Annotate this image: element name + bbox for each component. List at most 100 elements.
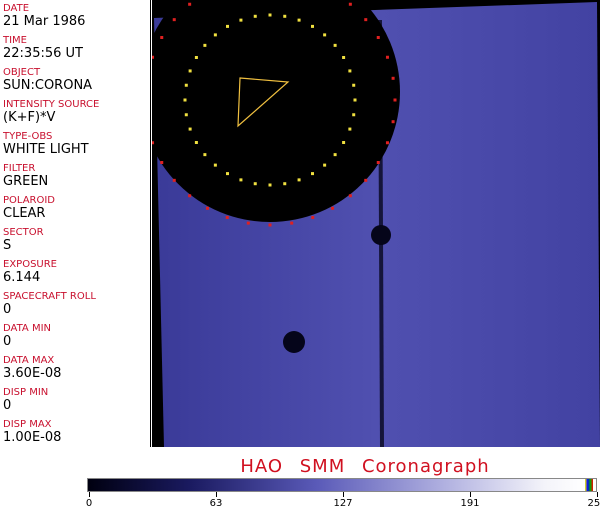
grid-dot xyxy=(160,36,164,39)
grid-dot xyxy=(333,153,337,157)
grid-dot xyxy=(311,215,315,219)
grid-dot xyxy=(376,161,380,164)
field-object: OBJECT SUN:CORONA xyxy=(0,64,150,96)
grid-dot xyxy=(172,178,176,182)
grid-dot xyxy=(283,14,287,18)
grid-dot xyxy=(152,141,155,145)
grid-dot xyxy=(376,36,380,39)
field-label: TIME xyxy=(3,35,28,46)
field-type-obs: TYPE-OBS WHITE LIGHT xyxy=(0,128,150,160)
grid-dot xyxy=(188,127,192,131)
grid-dot xyxy=(253,182,257,186)
colorbar-tick-label: 255 xyxy=(587,498,600,509)
field-disp-min: DISP MIN 0 xyxy=(0,384,150,416)
grid-dot xyxy=(184,83,188,87)
grid-dot xyxy=(391,76,395,80)
field-label: EXPOSURE xyxy=(3,259,58,270)
grid-dot xyxy=(194,56,198,59)
grid-dot xyxy=(311,24,314,28)
field-label: DATE xyxy=(3,3,30,14)
field-value: WHITE LIGHT xyxy=(3,142,89,157)
grid-dot xyxy=(160,161,164,164)
field-data-max: DATA MAX 3.60E-08 xyxy=(0,352,150,384)
field-value: 21 Mar 1986 xyxy=(3,14,86,29)
colorbar-tick-label: 0 xyxy=(85,498,93,509)
field-value: 0 xyxy=(3,334,12,349)
field-value: 0 xyxy=(3,398,12,413)
grid-dot xyxy=(364,18,368,22)
field-time: TIME 22:35:56 UT xyxy=(0,32,150,64)
field-value: 3.60E-08 xyxy=(3,366,62,381)
dust-spot xyxy=(283,331,305,353)
field-value: 22:35:56 UT xyxy=(3,46,83,61)
field-filter: FILTER GREEN xyxy=(0,160,150,192)
field-label: FILTER xyxy=(3,163,36,174)
field-label: POLAROID xyxy=(3,195,56,206)
field-value: 1.00E-08 xyxy=(3,430,62,445)
grid-dot xyxy=(203,43,207,47)
grid-dot xyxy=(385,55,389,59)
grid-dot xyxy=(391,120,395,124)
grid-dot xyxy=(183,98,187,102)
grid-dot xyxy=(206,206,209,210)
field-date: DATE 21 Mar 1986 xyxy=(0,0,150,32)
pylon-disk xyxy=(371,225,391,245)
grid-dot xyxy=(348,194,352,198)
grid-dot xyxy=(311,172,314,176)
grid-dots xyxy=(152,2,397,227)
grid-dot xyxy=(188,194,192,198)
grid-dot xyxy=(348,69,352,73)
grid-dot xyxy=(364,178,368,182)
grid-dot xyxy=(194,141,198,144)
grid-dot xyxy=(385,141,389,145)
colorbar-tick-label: 63 xyxy=(209,498,223,509)
grid-dot xyxy=(353,98,357,102)
field-data-min: DATA MIN 0 xyxy=(0,320,150,352)
grid-dot xyxy=(203,153,207,157)
field-value: 6.144 xyxy=(3,270,41,285)
colorbar-tick-mark xyxy=(470,492,471,497)
colorbar-tick-label: 127 xyxy=(333,498,353,509)
grid-dot xyxy=(331,206,334,210)
field-label: TYPE-OBS xyxy=(3,131,53,142)
instrument-title: HAO SMM Coronagraph xyxy=(240,456,490,477)
grid-dot xyxy=(213,163,217,167)
field-label: DATA MAX xyxy=(3,355,55,366)
grid-dot xyxy=(152,55,155,59)
field-label: SPACECRAFT ROLL xyxy=(3,291,96,302)
grid-dot xyxy=(393,98,397,102)
field-label: DATA MIN xyxy=(3,323,51,334)
field-label: DISP MIN xyxy=(3,387,49,398)
field-intensity-source: INTENSITY SOURCE (K+F)*V xyxy=(0,96,150,128)
grid-dot xyxy=(297,178,301,182)
colorbar-tick-label: 191 xyxy=(460,498,480,509)
field-value: S xyxy=(3,238,12,253)
grid-dot xyxy=(348,2,352,6)
colorbar-overlay-colors xyxy=(585,479,593,491)
field-polaroid: POLAROID CLEAR xyxy=(0,192,150,224)
grid-dot xyxy=(323,163,327,167)
grid-dot xyxy=(268,13,272,17)
grid-dot xyxy=(297,18,301,22)
grid-dot xyxy=(268,183,272,187)
field-value: GREEN xyxy=(3,174,49,189)
coronagraph-image xyxy=(152,0,600,447)
field-spacecraft-roll: SPACECRAFT ROLL 0 xyxy=(0,288,150,320)
field-value: (K+F)*V xyxy=(3,110,56,125)
grid-dot xyxy=(239,178,243,182)
grid-dot xyxy=(253,14,257,18)
grid-dot xyxy=(184,113,188,117)
grid-dot xyxy=(348,127,352,131)
grid-dot xyxy=(283,182,287,186)
grid-dot xyxy=(225,215,229,219)
grid-dot xyxy=(323,33,327,37)
grid-dot xyxy=(290,221,294,225)
field-sector: SECTOR S xyxy=(0,224,150,256)
grid-dot xyxy=(333,43,337,47)
colorbar-tick-mark xyxy=(89,492,90,497)
grid-dot xyxy=(172,18,176,22)
colorbar-tick-mark xyxy=(597,492,598,497)
field-label: INTENSITY SOURCE xyxy=(3,99,100,110)
grid-dot xyxy=(188,2,192,6)
field-value: 0 xyxy=(3,302,12,317)
